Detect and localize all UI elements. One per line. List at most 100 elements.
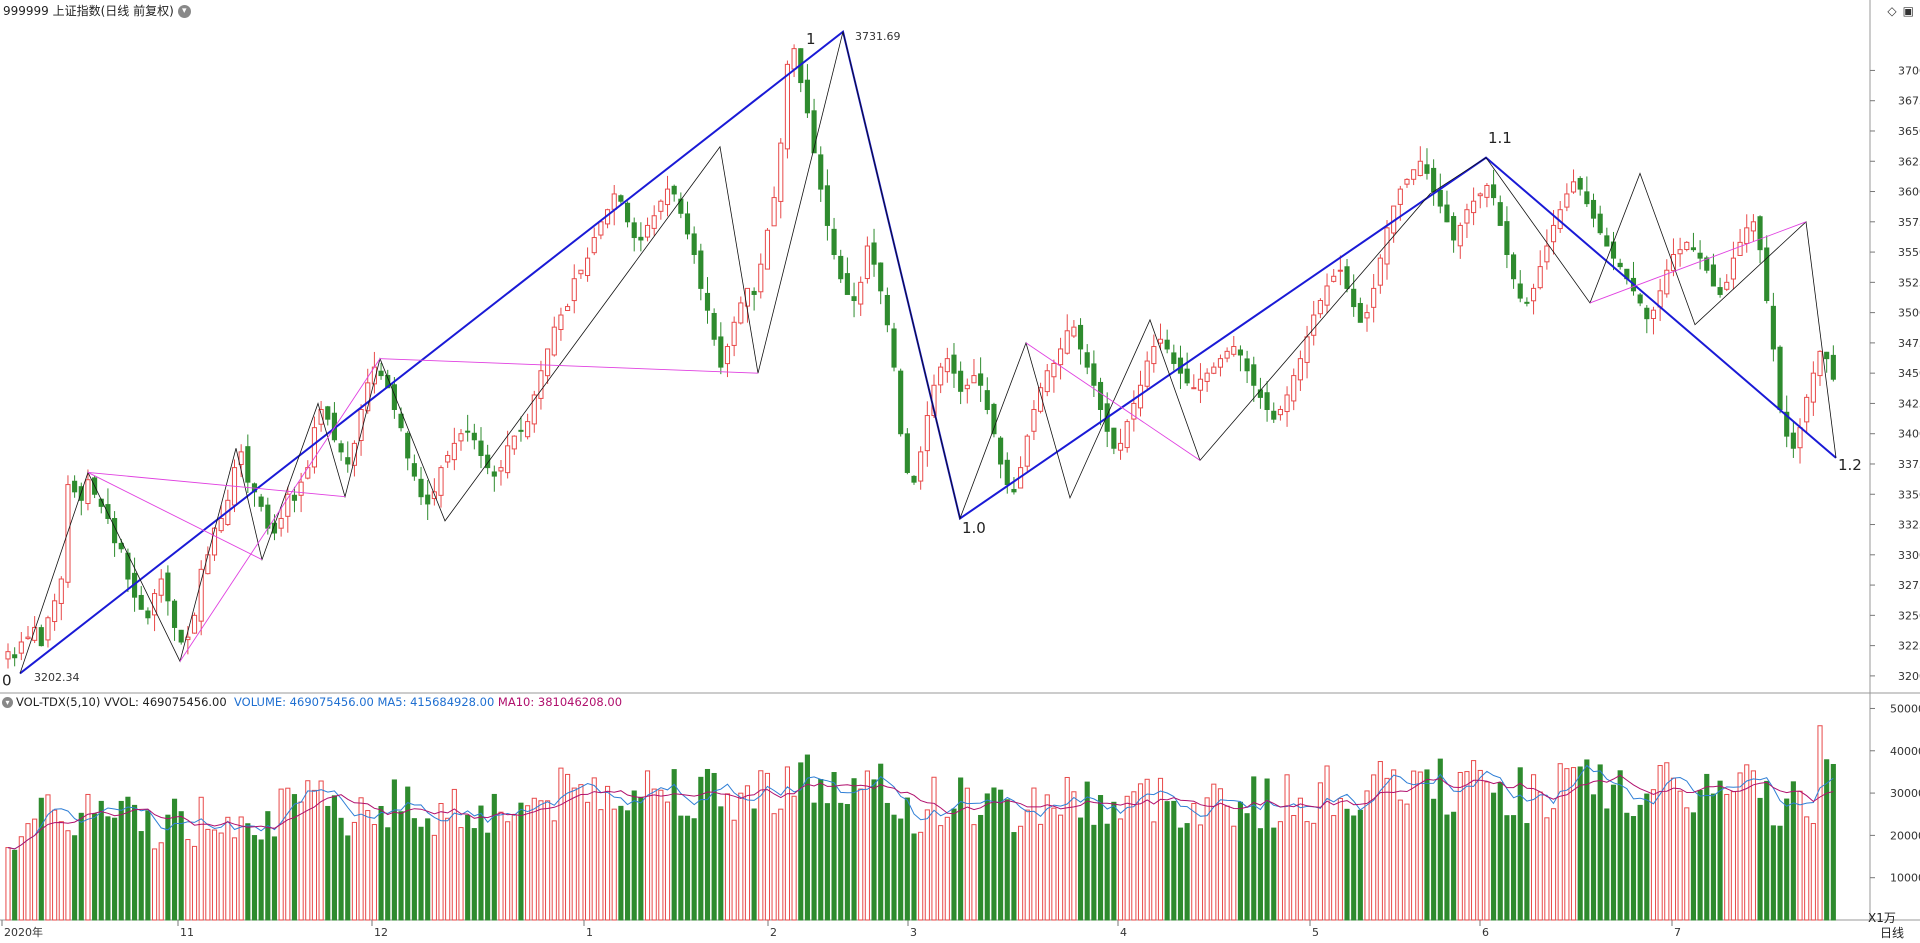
volume-bar [58, 821, 64, 921]
volume-bar [418, 826, 424, 921]
time-tick-label: 12 [374, 926, 388, 939]
candle [958, 370, 964, 392]
volume-bar [591, 777, 597, 921]
ma5-line [7, 764, 1834, 850]
candle [1411, 169, 1417, 180]
price-tick-label: 3325 [1898, 519, 1920, 532]
price-tick-label: 3400 [1898, 428, 1920, 441]
volume-bar [918, 831, 924, 921]
volume-bar [205, 828, 211, 921]
candle [1670, 253, 1677, 272]
time-tick-label: 7 [1674, 926, 1681, 939]
volume-bar [405, 786, 411, 921]
diamond-icon[interactable]: ◇ [1887, 4, 1897, 18]
volume-bar [1257, 828, 1263, 921]
volume-tick-label: 10000 [1890, 872, 1920, 885]
volume-bar [698, 776, 704, 921]
volume-bar [18, 836, 24, 921]
price-tick-label: 3375 [1898, 458, 1920, 471]
chevron-down-icon[interactable]: ▾ [2, 697, 13, 708]
candle [138, 594, 144, 610]
volume-bar [72, 835, 78, 921]
candle [1704, 257, 1710, 271]
panel-icon[interactable]: ▣ [1902, 4, 1914, 18]
candle [505, 445, 511, 474]
volume-bar [878, 763, 884, 921]
volume-bar [1251, 776, 1257, 921]
volume-bar [1777, 825, 1783, 921]
volume-bar [285, 787, 291, 921]
volume-bar [924, 809, 930, 921]
volume-bar [351, 821, 357, 921]
candle [1164, 339, 1170, 350]
candle [451, 442, 457, 461]
candle [971, 375, 977, 384]
volume-bar [12, 849, 18, 921]
price-tick-label: 3675 [1898, 95, 1920, 108]
volume-bar [45, 794, 51, 921]
volume-bar [32, 818, 38, 921]
volume-bar [1750, 770, 1756, 921]
candle [585, 257, 591, 277]
volume-bar [1384, 777, 1390, 921]
volume-bar [305, 780, 311, 921]
channel-line [1025, 342, 1201, 461]
volume-bar [1537, 791, 1543, 921]
candle [1231, 346, 1237, 355]
volume-bar [1424, 769, 1430, 921]
volume-bar [318, 780, 324, 921]
candle [804, 79, 810, 114]
low-value-label: 3202.34 [34, 671, 80, 684]
volume-bar [211, 829, 218, 921]
candle [1224, 350, 1230, 359]
candle [1424, 164, 1430, 174]
price-tick-label: 3250 [1898, 609, 1920, 622]
candle [298, 481, 304, 496]
volume-bar [1604, 808, 1610, 921]
volume-bar [1744, 764, 1750, 921]
chevron-down-icon[interactable]: ▾ [177, 5, 191, 18]
volume-bar [151, 848, 158, 921]
candle [758, 263, 764, 293]
wave-label: 0 [2, 672, 12, 690]
candle [1211, 366, 1217, 374]
candle [125, 552, 131, 580]
candle [565, 306, 571, 312]
period-label[interactable]: 日线 [1880, 926, 1905, 940]
candle [1590, 199, 1597, 219]
volume-bar [451, 788, 457, 921]
volume-bar [798, 762, 804, 921]
volume-tick-label: 20000 [1890, 829, 1920, 842]
volume-bar [438, 803, 444, 921]
candle [1097, 381, 1104, 410]
volume-bar [1597, 764, 1603, 921]
candle [638, 236, 644, 241]
volume-bar [1104, 823, 1110, 921]
candle [611, 193, 617, 210]
volume-bar [365, 810, 371, 921]
volume-bar [185, 839, 191, 921]
candle [545, 348, 551, 377]
candle [1777, 346, 1783, 410]
volume-bar [1377, 761, 1383, 921]
candle [1257, 389, 1263, 398]
candle [1431, 167, 1437, 193]
volume-bar [944, 816, 950, 921]
volume-bar [478, 805, 484, 921]
volume-bar [52, 809, 58, 921]
volume-bar [1590, 794, 1597, 921]
volume-bar [818, 778, 824, 921]
volume-bar [1637, 804, 1643, 921]
volume-bar [525, 805, 531, 921]
volume-bar [931, 776, 937, 921]
volume-bar [585, 801, 591, 921]
candle [158, 578, 164, 596]
candle [598, 221, 604, 236]
candle [471, 432, 477, 441]
volume-bar [458, 827, 464, 921]
volume-bar [811, 802, 817, 921]
wave-label: 1.1 [1488, 129, 1512, 147]
volume-bar [578, 784, 584, 921]
volume-bar [338, 817, 344, 921]
